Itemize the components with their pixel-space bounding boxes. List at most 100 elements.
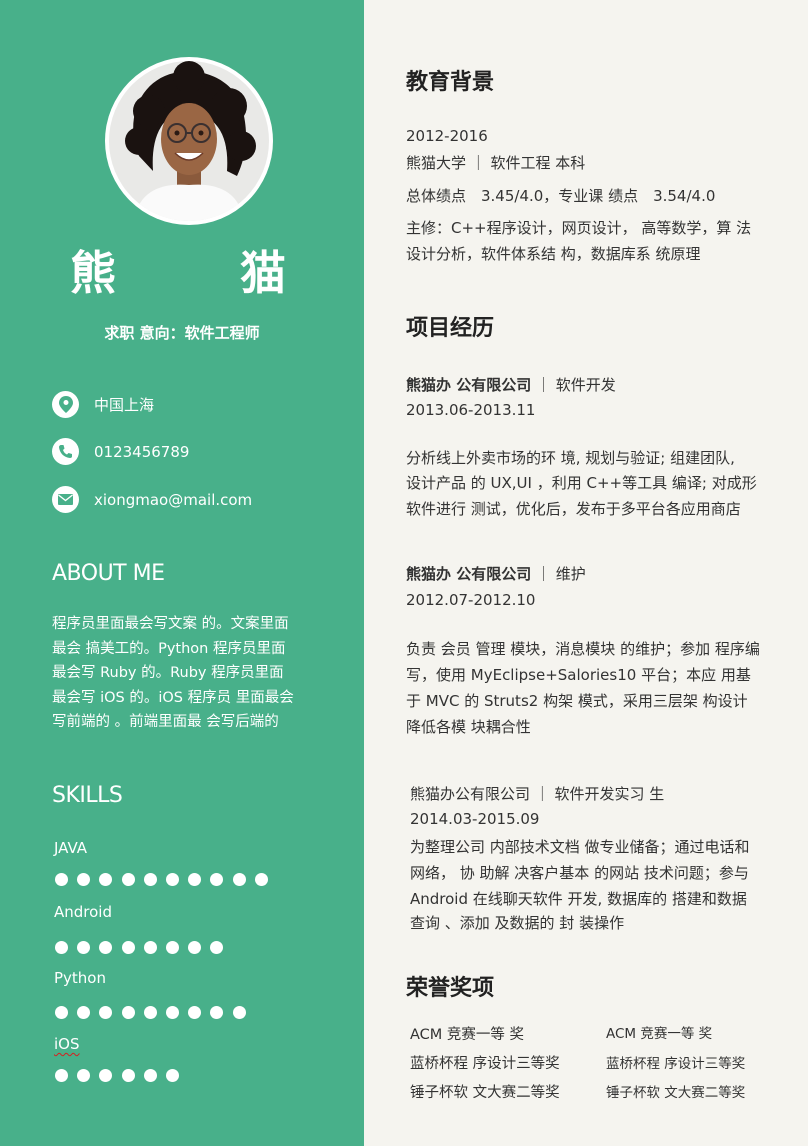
sidebar: 熊 猫 求职 意向：软件工程师 中国上海 0123456789 xiongmao… <box>0 0 364 1146</box>
about-heading: ABOUT ME <box>52 561 165 586</box>
skill-dots <box>55 873 277 886</box>
skill-dot <box>77 873 91 886</box>
about-line: 写前端的 。前端里面最 会写后端的 <box>52 714 279 730</box>
name-first-char: 熊 <box>70 246 116 300</box>
skill-dot <box>99 941 113 954</box>
skills-heading: SKILLS <box>52 783 123 808</box>
skill-dot <box>188 1006 202 1019</box>
skill-dot <box>77 1069 91 1082</box>
skill-dot <box>210 873 224 886</box>
contact-phone-text: 0123456789 <box>94 442 190 461</box>
project-desc-line: 降低各模 块耦合性 <box>406 718 531 736</box>
contact-email-text: xiongmao@mail.com <box>94 490 253 509</box>
project-period: 2012.07-2012.10 <box>406 591 536 609</box>
skill-dots <box>55 1069 188 1082</box>
skill-dot <box>55 873 68 886</box>
project-title: 熊猫办 公有限公司 ｜ 软件开发 <box>406 374 616 395</box>
about-line: 最会 搞美工的。Python 程序员里面 <box>52 640 286 657</box>
skill-dot <box>77 1006 91 1019</box>
skill-name: iOS <box>54 1035 80 1053</box>
education-courses: 设计分析，软件体系结 构，数据库系 统原理 <box>406 245 701 263</box>
award-item: 锤子杯软 文大赛二等奖 <box>410 1085 560 1101</box>
education-heading: 教育背景 <box>406 70 495 95</box>
skill-dot <box>121 873 135 886</box>
skill-dot <box>121 1069 135 1082</box>
skill-dots <box>55 1006 255 1019</box>
award-item: 锤子杯软 文大赛二等奖 <box>606 1085 746 1101</box>
project-desc-line: 查询 、添加 及数据的 封 装操作 <box>410 914 625 932</box>
project-desc-line: 软件进行 测试，优化后，发布于多平台各应用商店 <box>406 500 741 518</box>
skill-dot <box>55 1069 68 1082</box>
about-line: 程序员里面最会写文案 的。文案里面 <box>52 616 289 632</box>
skill-dot <box>232 873 246 886</box>
skill-dot <box>55 941 68 954</box>
projects-heading: 项目经历 <box>406 316 495 341</box>
project-desc-line: 设计产品 的 UX,UI ，利用 C++等工具 编译; 对成形 <box>406 474 757 492</box>
about-line: 最会写 iOS 的。iOS 程序员 里面最会 <box>52 689 294 706</box>
skill-dot <box>143 941 157 954</box>
project-desc-line: Android 在线聊天软件 开发, 数据库的 搭建和数据 <box>410 890 747 908</box>
skill-name: Python <box>54 969 106 987</box>
skill-dot <box>143 873 157 886</box>
contact-location-text: 中国上海 <box>94 396 155 414</box>
project-role: ｜ 维护 <box>531 565 586 583</box>
project-title: 熊猫办公有限公司 ｜ 软件开发实习 生 <box>410 785 665 803</box>
award-item: ACM 竞赛一等 奖 <box>410 1027 525 1043</box>
profile-photo <box>109 61 269 221</box>
project-period: 2013.06-2013.11 <box>406 401 536 419</box>
skill-dot <box>99 873 113 886</box>
skill-dot <box>254 873 268 886</box>
award-item: 蓝桥杯程 序设计三等奖 <box>410 1056 560 1072</box>
main-content: 教育背景 2012-2016 熊猫大学 ｜ 软件工程 本科 总体绩点 3.45/… <box>364 0 808 1146</box>
skill-dot <box>143 1006 157 1019</box>
project-desc-line: 负责 会员 管理 模块，消息模块 的维护；参加 程序编 <box>406 640 760 658</box>
honors-heading: 荣誉奖项 <box>406 976 495 1001</box>
skill-dot <box>99 1006 113 1019</box>
skill-name: JAVA <box>54 839 88 857</box>
about-text: 程序员里面最会写文案 的。文案里面 最会 搞美工的。Python 程序员里面 最… <box>52 612 314 735</box>
education-school: 熊猫大学 ｜ 软件工程 本科 <box>406 154 586 172</box>
skill-dot <box>232 1006 246 1019</box>
skill-dot <box>121 941 135 954</box>
skill-dots <box>55 941 233 954</box>
skill-dot <box>55 1006 68 1019</box>
project-period: 2014.03-2015.09 <box>410 810 540 828</box>
project-title: 熊猫办 公有限公司 ｜ 维护 <box>406 563 586 584</box>
project-desc-line: 网络， 协 助解 决客户基本 的网站 技术问题；参与 <box>410 864 749 882</box>
award-item: 蓝桥杯程 序设计三等奖 <box>606 1056 746 1072</box>
job-intention: 求职 意向：软件工程师 <box>104 324 260 342</box>
project-desc-line: 为整理公司 内部技术文档 做专业储备；通过电话和 <box>410 838 750 856</box>
project-company: 熊猫办 公有限公司 <box>406 376 532 394</box>
skill-dot <box>188 941 202 954</box>
contact-email: xiongmao@mail.com <box>52 486 252 513</box>
skill-dot <box>77 941 91 954</box>
project-role: ｜ 软件开发 <box>531 376 616 394</box>
skill-dot <box>165 1069 179 1082</box>
project-company: 熊猫办 公有限公司 <box>406 565 532 583</box>
education-years: 2012-2016 <box>406 127 488 145</box>
education-gpa: 总体绩点 3.45/4.0，专业课 绩点 3.54/4.0 <box>406 187 716 205</box>
education-courses: 主修：C++程序设计，网页设计， 高等数学，算 法 <box>406 219 752 237</box>
phone-icon <box>52 438 79 465</box>
skill-dot <box>210 1006 224 1019</box>
skill-dot <box>210 941 224 954</box>
skill-dot <box>165 873 179 886</box>
contact-phone: 0123456789 <box>52 438 189 465</box>
skill-name: Android <box>54 903 112 921</box>
name-second-char: 猫 <box>240 246 286 300</box>
location-pin-icon <box>52 391 79 418</box>
mail-icon <box>52 486 79 513</box>
avatar <box>105 57 273 225</box>
project-desc-line: 写，使用 MyEclipse+Salories10 平台；本应 用基 <box>406 666 751 684</box>
skill-dot <box>99 1069 113 1082</box>
skill-dot <box>121 1006 135 1019</box>
skill-dot <box>165 941 179 954</box>
contact-location: 中国上海 <box>52 391 154 418</box>
skill-dot <box>188 873 202 886</box>
award-item: ACM 竞赛一等 奖 <box>606 1026 713 1042</box>
project-desc-line: 于 MVC 的 Struts2 构架 模式，采用三层架 构设计 <box>406 692 748 710</box>
project-desc-line: 分析线上外卖市场的环 境, 规划与验证; 组建团队, <box>406 449 735 467</box>
skill-dot <box>165 1006 179 1019</box>
skill-dot <box>143 1069 157 1082</box>
about-line: 最会写 Ruby 的。Ruby 程序员里面 <box>52 665 284 681</box>
